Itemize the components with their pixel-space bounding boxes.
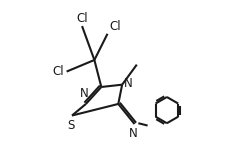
Text: N: N bbox=[124, 77, 133, 90]
Text: Cl: Cl bbox=[110, 20, 121, 33]
Text: N: N bbox=[80, 87, 89, 100]
Text: N: N bbox=[129, 127, 138, 140]
Text: Cl: Cl bbox=[53, 65, 64, 78]
Text: S: S bbox=[68, 119, 75, 132]
Text: Cl: Cl bbox=[76, 11, 88, 24]
